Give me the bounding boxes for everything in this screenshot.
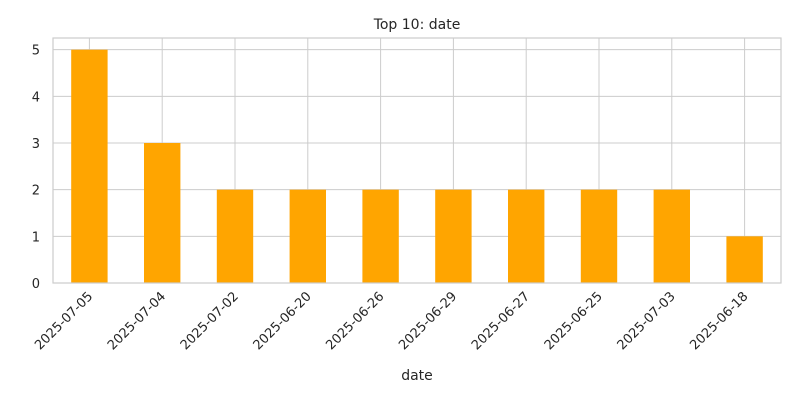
x-tick-labels: 2025-07-05 2025-07-04 2025-07-02 2025-06-20… [32,289,751,353]
x-tick-label: 2025-07-03 [615,289,679,353]
x-tick-label: 2025-06-27 [469,289,533,353]
x-axis-label: date [401,368,433,384]
x-tick-label: 2025-06-20 [251,289,315,353]
bar-2025-06-26 [362,189,399,283]
bar-2025-06-18 [726,236,763,283]
bar-2025-07-04 [144,143,181,283]
y-tick-label: 2 [32,184,40,199]
bar-2025-07-02 [216,189,254,283]
x-tick-label: 2025-06-18 [687,289,751,353]
x-tick-label: 2025-06-26 [323,289,387,353]
bar-2025-06-25 [580,189,618,283]
bar-2025-06-27 [508,189,545,283]
y-tick-labels: 0 1 2 3 4 5 [32,44,40,292]
y-tick-label: 0 [32,277,40,292]
x-tick-label: 2025-07-04 [105,289,169,353]
bar-layer [71,49,763,283]
plot-frame [52,37,782,284]
x-tick-label: 2025-06-25 [542,289,606,353]
y-tick-label: 1 [32,230,40,245]
y-tick-label: 4 [32,90,40,105]
bar-2025-06-29 [435,189,472,283]
y-tick-label: 5 [32,44,40,59]
bar-2025-07-05 [71,49,108,283]
bar-2025-06-20 [289,189,326,283]
bar-2025-07-03 [653,189,690,283]
x-tick-label: 2025-07-02 [178,289,242,353]
x-tick-label: 2025-07-05 [32,289,96,353]
x-tick-label: 2025-06-29 [396,289,460,353]
chart-title: Top 10: date [373,17,461,33]
y-tick-label: 3 [32,137,40,152]
